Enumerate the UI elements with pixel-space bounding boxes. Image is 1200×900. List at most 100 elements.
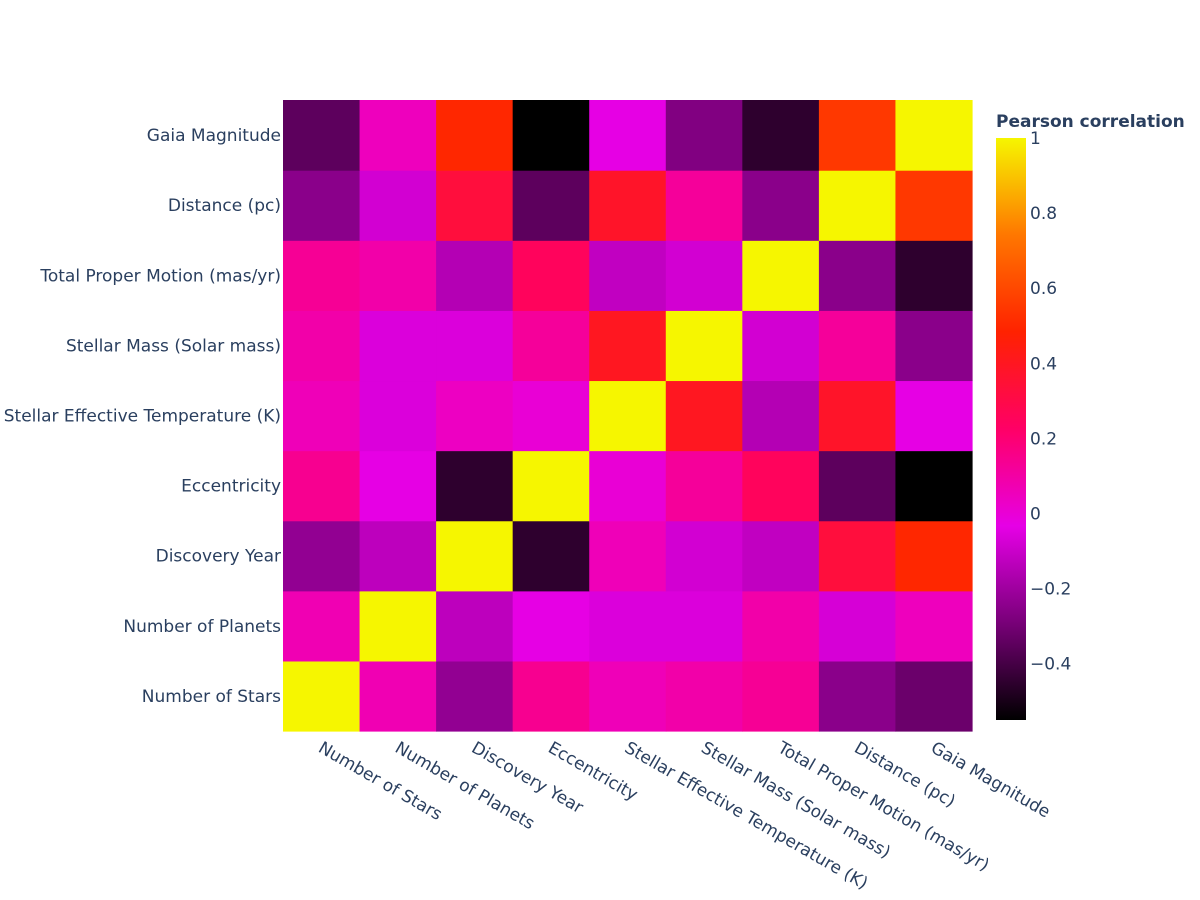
heatmap-cell xyxy=(283,590,361,662)
heatmap-cell xyxy=(818,450,897,522)
heatmap-cell xyxy=(589,310,667,382)
heatmap-cell xyxy=(665,310,743,382)
colorbar-gradient xyxy=(996,138,1026,720)
heatmap-cell xyxy=(436,310,514,382)
heatmap-cell xyxy=(895,590,973,662)
heatmap-cell xyxy=(665,590,743,662)
heatmap-cell xyxy=(512,240,590,311)
heatmap-cell xyxy=(359,520,437,592)
colorbar-tick-label: −0.2 xyxy=(1030,580,1071,600)
heatmap-cell xyxy=(283,380,361,452)
y-tick-label: Number of Planets xyxy=(123,617,281,637)
heatmap-cell xyxy=(436,590,514,662)
y-tick-label: Distance (pc) xyxy=(168,196,281,216)
heatmap-cell xyxy=(436,660,514,732)
heatmap-cell xyxy=(359,100,437,171)
colorbar-tick-label: 1 xyxy=(1030,129,1041,149)
heatmap-cell xyxy=(512,310,590,382)
heatmap-cell xyxy=(818,240,897,311)
heatmap-cell xyxy=(436,170,514,241)
heatmap-cell xyxy=(742,100,820,171)
heatmap-cell xyxy=(895,170,973,241)
heatmap-cell xyxy=(665,100,743,171)
colorbar: Pearson correlation 1 0.8 0.6 0.4 0.2 0 −0.2 −0… xyxy=(996,112,1185,720)
colorbar-tick-label: 0.6 xyxy=(1030,279,1057,299)
heatmap-cell xyxy=(589,450,667,522)
y-tick-label: Number of Stars xyxy=(142,687,281,707)
heatmap-cell xyxy=(436,380,514,452)
heatmap-cell xyxy=(665,240,743,311)
heatmap-cell xyxy=(895,100,973,171)
colorbar-tick-label: 0.8 xyxy=(1030,204,1057,224)
colorbar-tick-label: 0 xyxy=(1030,504,1041,524)
heatmap-cell xyxy=(589,520,667,592)
heatmap-cell xyxy=(665,170,743,241)
colorbar-tick-label: 0.2 xyxy=(1030,429,1057,449)
heatmap-cell xyxy=(895,520,973,592)
heatmap-cell xyxy=(283,310,361,382)
heatmap-cell xyxy=(436,450,514,522)
heatmap-cell xyxy=(818,660,897,732)
heatmap-cell xyxy=(742,380,820,452)
heatmap-cell xyxy=(589,380,667,452)
heatmap-cell xyxy=(818,100,897,171)
y-tick-label: Gaia Magnitude xyxy=(147,126,281,146)
heatmap-cell xyxy=(818,380,897,452)
colorbar-title: Pearson correlation xyxy=(996,112,1185,132)
y-tick-label: Stellar Effective Temperature (K) xyxy=(4,407,281,427)
heatmap-cell xyxy=(359,450,437,522)
heatmap-cell xyxy=(283,660,361,732)
heatmap-cell xyxy=(512,380,590,452)
heatmap-cell xyxy=(665,380,743,452)
heatmap-cell xyxy=(512,590,590,662)
heatmap-cell xyxy=(283,520,361,592)
heatmap-cell xyxy=(665,450,743,522)
y-tick-label: Total Proper Motion (mas/yr) xyxy=(39,266,281,286)
heatmap-cell xyxy=(283,240,361,311)
heatmap-cell xyxy=(818,590,897,662)
heatmap-cell xyxy=(512,520,590,592)
heatmap-cell xyxy=(512,660,590,732)
heatmap-cell xyxy=(589,660,667,732)
heatmap-cell xyxy=(283,450,361,522)
heatmap-cell xyxy=(589,170,667,241)
heatmap-cell xyxy=(359,170,437,241)
x-tick-label: Number of Planets xyxy=(391,738,538,834)
heatmap-cell xyxy=(436,100,514,171)
heatmap-cell xyxy=(742,240,820,311)
heatmap-cell xyxy=(359,590,437,662)
y-tick-label: Discovery Year xyxy=(156,547,281,567)
heatmap-cell xyxy=(895,660,973,732)
heatmap-cells xyxy=(283,100,973,732)
heatmap-cell xyxy=(818,520,897,592)
colorbar-tick-label: 0.4 xyxy=(1030,354,1057,374)
heatmap-cell xyxy=(283,100,361,171)
heatmap-cell xyxy=(436,240,514,311)
heatmap-cell xyxy=(742,310,820,382)
heatmap-cell xyxy=(895,240,973,311)
heatmap-cell xyxy=(895,380,973,452)
heatmap-cell xyxy=(359,240,437,311)
heatmap-cell xyxy=(895,310,973,382)
heatmap-cell xyxy=(436,520,514,592)
heatmap-cell xyxy=(742,520,820,592)
heatmap-cell xyxy=(742,170,820,241)
heatmap-cell xyxy=(359,660,437,732)
heatmap-cell xyxy=(283,170,361,241)
heatmap-cell xyxy=(359,380,437,452)
heatmap-cell xyxy=(818,170,897,241)
heatmap-cell xyxy=(589,240,667,311)
heatmap-cell xyxy=(512,170,590,241)
colorbar-tick-labels: 1 0.8 0.6 0.4 0.2 0 −0.2 −0.4 xyxy=(1030,129,1071,675)
heatmap-cell xyxy=(589,100,667,171)
heatmap-cell xyxy=(742,450,820,522)
heatmap-cell xyxy=(665,520,743,592)
heatmap-cell xyxy=(589,590,667,662)
y-axis-tick-labels: Number of Stars Number of Planets Discover… xyxy=(4,126,281,707)
heatmap-cell xyxy=(359,310,437,382)
heatmap-cell xyxy=(665,660,743,732)
y-tick-label: Stellar Mass (Solar mass) xyxy=(66,336,281,356)
heatmap-cell xyxy=(512,100,590,171)
